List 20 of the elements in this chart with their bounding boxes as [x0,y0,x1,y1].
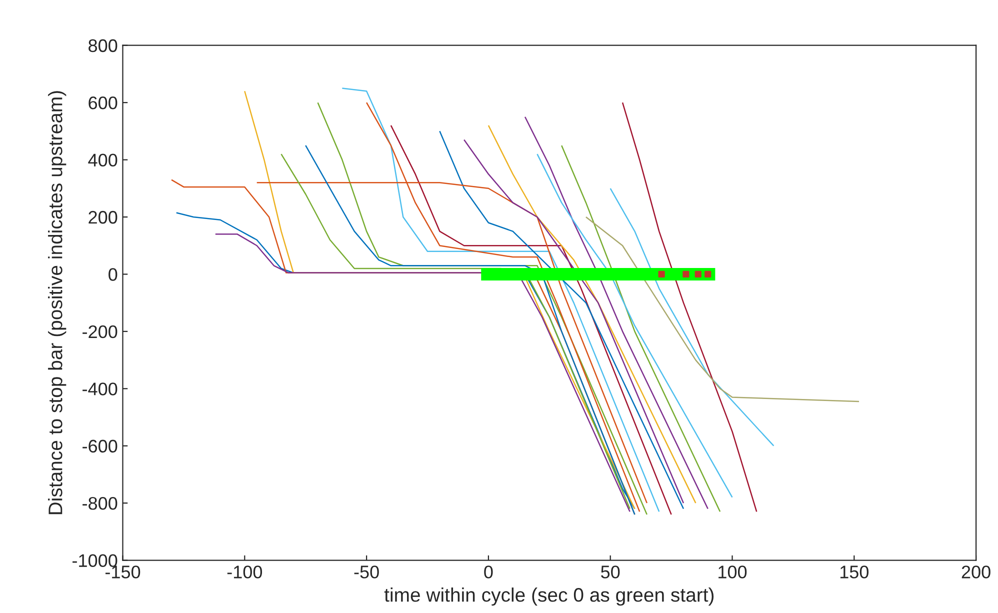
y-axis-title: Distance to stop bar (positive indicates upstream) [48,91,66,514]
x-tick-label: -150 [105,566,140,578]
y-tick-label: -1000 [72,554,118,567]
y-tick-label: -600 [82,440,118,453]
x-tick-label: 150 [840,566,869,578]
x-tick-label: 100 [718,566,747,578]
y-tick-label: 200 [88,210,118,224]
y-tick-label: 400 [88,154,118,167]
x-tick-label: -50 [354,566,379,578]
x-tick-label: 200 [962,566,990,578]
x-tick-label: 0 [484,566,493,578]
y-tick-label: 0 [108,268,118,281]
y-tick-label: -400 [82,382,118,396]
x-tick-label: 50 [601,566,620,578]
y-tick-label: -200 [82,325,118,338]
y-tick-label: 800 [88,39,118,52]
y-tick-label: -800 [82,497,118,510]
x-tick-label: -100 [227,566,262,578]
x-axis-title: time within cycle (sec 0 as green start) [384,588,714,606]
y-tick-label: 600 [88,96,118,110]
